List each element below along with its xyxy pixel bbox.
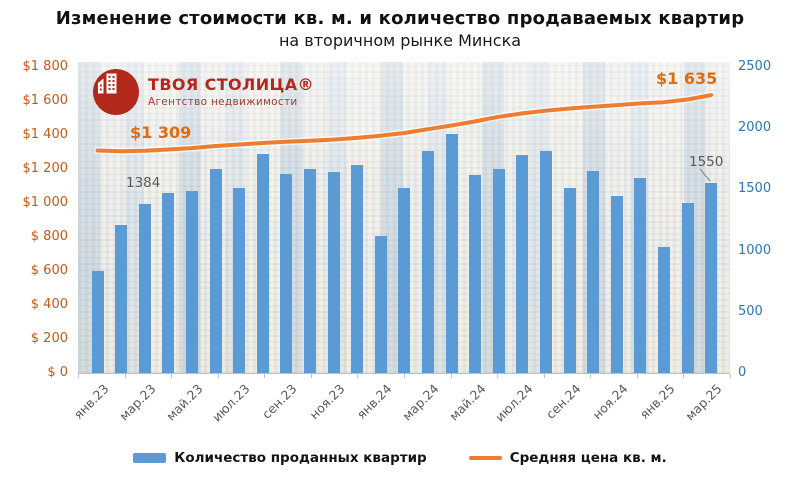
right-axis-tick-1500: 1500 [738,181,772,197]
annotation-price-start: $1 309 [130,123,192,142]
bar-июн.23 [209,168,222,373]
x-axis-tickmark [730,374,731,378]
bar-мар.25 [705,183,718,373]
bar-июл.23 [233,188,246,373]
legend-item-average-price: Средняя цена кв. м. [468,450,667,466]
left-axis-tick-800: $ 800 [30,229,68,244]
x-axis-tickmark [264,374,266,378]
x-axis-tickmark [357,374,359,378]
x-axis-label-янв.24: янв.24 [353,381,395,422]
bar-май.24 [469,174,482,373]
x-axis-label-июл.23: июл.23 [209,381,253,425]
x-axis-tickmark [543,374,545,378]
bar-окт.24 [587,171,600,373]
logo-text-block: ТВОЯ СТОЛИЦА® Агентство недвижимости [148,76,314,108]
left-axis-tick-1800: $1 800 [22,59,69,74]
bar-сен.23 [280,173,293,373]
x-axis-label-июл.24: июл.24 [492,381,536,425]
chart-subtitle: на вторичном рынке Минска [278,30,522,50]
left-axis-tick-600: $ 600 [30,263,68,278]
x-axis-label-май.23: май.23 [163,381,206,424]
bar-июн.24 [492,168,505,373]
bar-авг.24 [539,151,552,373]
x-axis-tickmark [404,374,405,378]
right-axis-tick-2500: 2500 [738,59,772,74]
bar-сен.24 [563,188,576,373]
legend-bars-label: Количество проданных квартир [174,450,427,466]
bar-авг.23 [256,153,269,373]
bar-фев.24 [398,188,411,373]
right-axis-tick-500: 500 [738,303,763,319]
bar-мар.24 [421,151,434,373]
annotation-leader-line [699,168,711,182]
x-axis-tickmark [78,374,79,378]
price-line-layer [94,91,715,182]
bar-дек.23 [351,164,364,373]
logo-tagline: Агентство недвижимости [148,95,298,108]
bar-фев.25 [681,202,694,373]
x-axis-label-май.24: май.24 [446,381,489,424]
left-axis-tick-400: $ 400 [30,297,68,312]
bar-янв.25 [657,246,670,373]
annotation-count-mar25: 1550 [689,154,724,170]
left-axis-tick-1000: $1 000 [22,195,69,210]
x-axis-tickmark [636,374,638,378]
logo-name: ТВОЯ СТОЛИЦА® [148,75,314,95]
legend: Количество проданных квартир Средняя цен… [0,450,800,466]
left-axis-tick-0: $ 0 [47,365,68,380]
legend-item-sold-apartments: Количество проданных квартир [133,450,427,466]
bar-мар.23 [138,203,151,373]
chart-title: Изменение стоимости кв. м. и количество … [55,8,745,29]
chart-header: Изменение стоимости кв. м. и количество … [0,8,800,51]
bar-дек.24 [634,178,647,373]
annotation-count-mar23: 1384 [126,175,161,191]
right-axis-tick-2000: 2000 [738,120,772,136]
price-line [95,93,714,154]
x-axis-label-ноя.23: ноя.23 [305,381,348,423]
left-axis-tick-1400: $1 400 [22,127,69,142]
bar-фев.23 [115,224,128,373]
right-axis-tick-0: 0 [738,365,747,380]
bar-июл.24 [516,155,529,373]
legend-line-label: Средняя цена кв. м. [509,450,667,466]
x-axis-tickmark [217,374,219,378]
x-axis-tickmark [124,374,126,378]
x-axis-label-сен.23: сен.23 [259,381,300,422]
bar-янв.24 [374,235,387,373]
x-axis-label-сен.24: сен.24 [542,381,584,422]
bar-апр.24 [445,134,458,373]
x-axis-label-мар.25: мар.25 [682,381,725,424]
bar-май.23 [185,190,198,373]
logo: ТВОЯ СТОЛИЦА® Агентство недвижимости [93,69,314,115]
annotation-price-end: $1 635 [656,69,718,88]
plot-area: ТВОЯ СТОЛИЦА® Агентство недвижимости $1 … [78,62,730,374]
legend-bar-swatch-icon [133,453,167,463]
x-axis-label-мар.24: мар.24 [399,381,442,424]
x-axis-tickmark [590,374,592,378]
x-axis-label-ноя.24: ноя.24 [589,381,631,423]
left-axis-tick-1600: $1 600 [22,93,69,108]
right-axis-tick-1000: 1000 [738,242,772,258]
bar-ноя.23 [327,172,340,373]
x-axis-label-янв.25: янв.25 [636,381,678,422]
x-axis-tickmark [683,374,685,378]
bar-апр.23 [162,193,175,373]
bar-ноя.24 [610,195,623,373]
x-axis-label-янв.23: янв.23 [70,381,112,422]
x-axis-tickmark [171,374,173,378]
left-axis-tick-1200: $1 200 [22,161,69,176]
x-axis-tickmark [497,374,499,378]
legend-line-swatch-icon [468,455,502,461]
left-axis-tick-200: $ 200 [30,331,68,346]
x-axis-label-мар.23: мар.23 [115,381,159,424]
logo-buildings-icon [93,69,139,115]
x-axis-tickmark [310,374,312,378]
bar-янв.23 [91,271,104,373]
bar-окт.23 [303,168,316,373]
x-axis-tickmark [450,374,452,378]
